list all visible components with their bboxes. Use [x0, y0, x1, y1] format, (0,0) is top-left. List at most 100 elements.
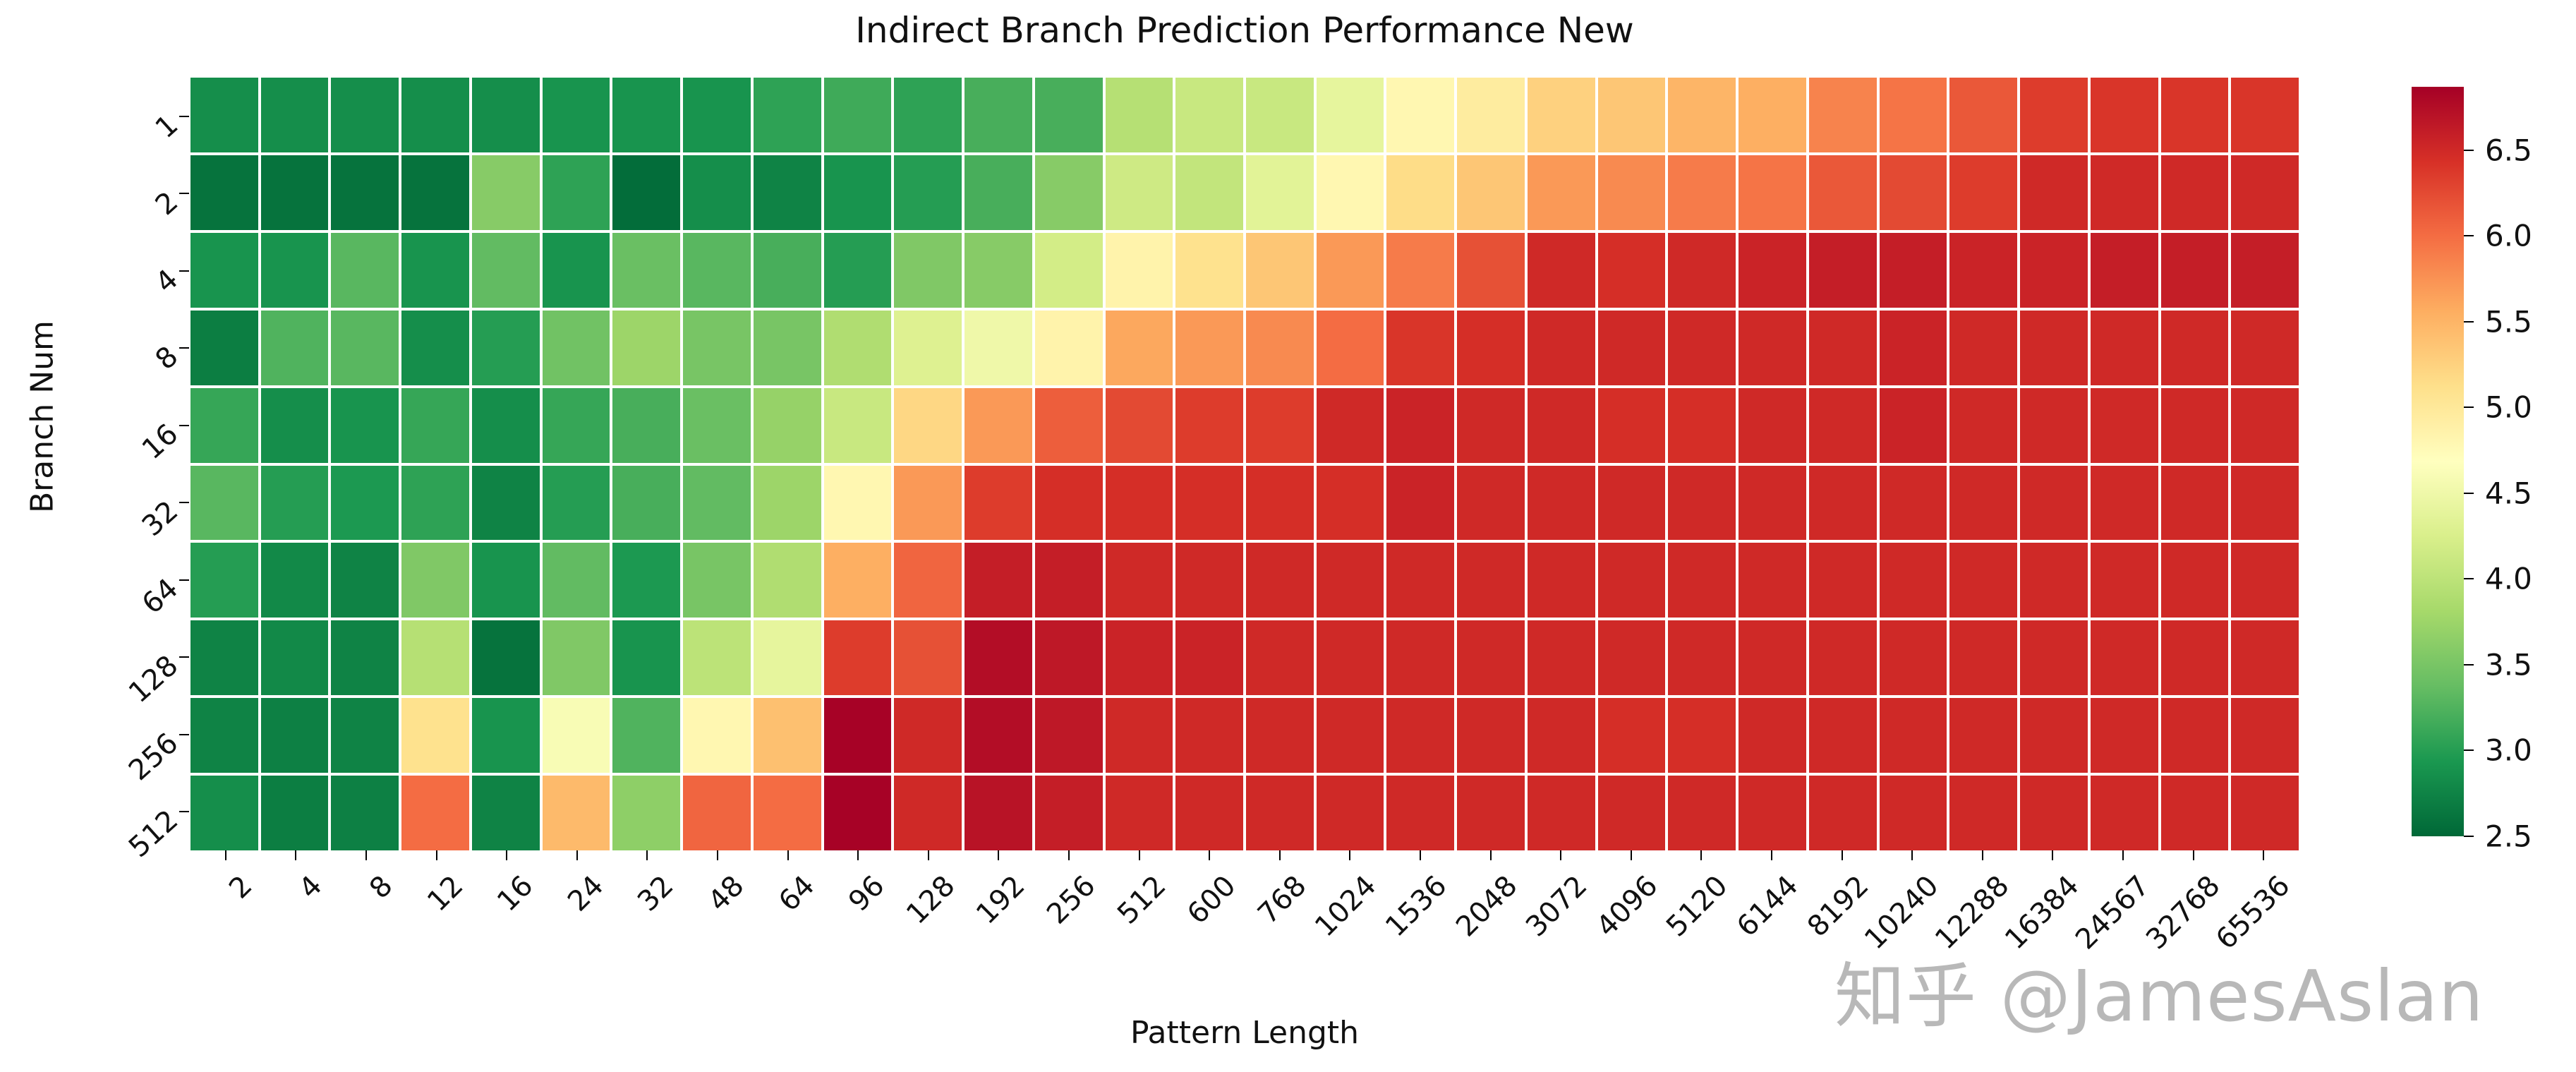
- heatmap-cell: [2090, 310, 2158, 385]
- heatmap-cell: [823, 310, 892, 385]
- colorbar-tick-label: 4.5: [2485, 476, 2532, 511]
- heatmap-cell: [1949, 78, 2018, 152]
- heatmap-cell: [1386, 698, 1455, 773]
- heatmap-cell: [894, 698, 962, 773]
- heatmap-cell: [2020, 465, 2088, 541]
- heatmap-cell: [612, 310, 681, 385]
- heatmap-cell: [1034, 310, 1103, 385]
- heatmap-cell: [753, 620, 821, 696]
- x-tick-mark: [1630, 850, 1632, 860]
- heatmap-cell: [1105, 78, 1173, 152]
- heatmap-cell: [753, 465, 821, 541]
- heatmap-cell: [2090, 232, 2158, 308]
- heatmap-cell: [2090, 776, 2158, 850]
- x-tick-label: 48: [702, 869, 751, 918]
- x-tick-mark: [2122, 850, 2124, 860]
- heatmap-cell: [1879, 232, 1947, 308]
- heatmap-cell: [683, 465, 751, 541]
- heatmap-cell: [1879, 78, 1947, 152]
- heatmap-cell: [1105, 232, 1173, 308]
- heatmap-cell: [1879, 465, 1947, 541]
- x-tick-mark: [998, 850, 1000, 860]
- heatmap-cell: [2020, 78, 2088, 152]
- heatmap-cell: [1316, 232, 1384, 308]
- y-tick-mark: [179, 811, 189, 813]
- x-tick-label: 5120: [1660, 869, 1734, 944]
- heatmap-cell: [542, 78, 610, 152]
- y-tick-label: 256: [122, 726, 185, 787]
- heatmap-cell: [894, 543, 962, 618]
- heatmap-cell: [2090, 155, 2158, 230]
- heatmap-cell: [1949, 387, 2018, 463]
- heatmap-cell: [1879, 543, 1947, 618]
- heatmap-cell: [965, 387, 1032, 463]
- heatmap-cell: [2160, 387, 2229, 463]
- heatmap-cell: [823, 387, 892, 463]
- colorbar-tick-mark: [2464, 663, 2474, 666]
- x-tick-mark: [1841, 850, 1843, 860]
- y-tick-label: 128: [122, 649, 185, 710]
- heatmap-cell: [191, 155, 258, 230]
- heatmap-cell: [1879, 387, 1947, 463]
- chart-title: Indirect Branch Prediction Performance N…: [855, 10, 1634, 51]
- heatmap-cell: [1597, 310, 1666, 385]
- heatmap-cell: [1949, 543, 2018, 618]
- heatmap-cell: [401, 310, 469, 385]
- y-tick-label: 512: [122, 804, 185, 865]
- heatmap-cell: [1034, 543, 1103, 618]
- heatmap-cell: [1457, 155, 1525, 230]
- colorbar-tick-mark: [2464, 149, 2474, 151]
- x-tick-mark: [1560, 850, 1562, 860]
- heatmap-cell: [1245, 387, 1314, 463]
- heatmap-cell: [1739, 310, 1806, 385]
- heatmap-cell: [2160, 232, 2229, 308]
- heatmap-cell: [1808, 78, 1877, 152]
- colorbar-tick-label: 5.5: [2485, 304, 2532, 339]
- heatmap-cell: [1527, 387, 1595, 463]
- heatmap-cell: [191, 776, 258, 850]
- heatmap-cell: [1949, 620, 2018, 696]
- heatmap-cell: [612, 698, 681, 773]
- x-tick-label: 12: [421, 869, 470, 918]
- heatmap-cell: [965, 78, 1032, 152]
- heatmap-cell: [612, 155, 681, 230]
- heatmap-cell: [823, 620, 892, 696]
- heatmap-cell: [1457, 78, 1525, 152]
- x-tick-label: 16: [491, 869, 540, 918]
- y-tick-mark: [179, 502, 189, 504]
- x-tick-mark: [1420, 850, 1421, 860]
- heatmap-cell: [1668, 543, 1736, 618]
- heatmap-cell: [1949, 310, 2018, 385]
- heatmap-cell: [331, 465, 399, 541]
- x-tick-mark: [1700, 850, 1703, 860]
- heatmap-cell: [1034, 620, 1103, 696]
- heatmap-cell: [2020, 620, 2088, 696]
- colorbar-tick-label: 4.0: [2485, 561, 2532, 596]
- heatmap-cell: [1949, 465, 2018, 541]
- heatmap-cell: [683, 232, 751, 308]
- x-tick-mark: [857, 850, 859, 860]
- heatmap-cell: [1668, 387, 1736, 463]
- heatmap-cell: [191, 232, 258, 308]
- x-tick-label: 4: [293, 869, 329, 905]
- colorbar-tick-mark: [2464, 320, 2474, 323]
- heatmap-cell: [1668, 155, 1736, 230]
- heatmap-cell: [1105, 155, 1173, 230]
- heatmap-cell: [1105, 620, 1173, 696]
- heatmap-cell: [965, 698, 1032, 773]
- heatmap-cell: [753, 310, 821, 385]
- heatmap-cell: [191, 387, 258, 463]
- heatmap-cell: [1668, 232, 1736, 308]
- heatmap-cell: [2020, 232, 2088, 308]
- heatmap-cell: [1175, 232, 1243, 308]
- heatmap-cell: [1316, 155, 1384, 230]
- heatmap-cell: [1457, 698, 1525, 773]
- heatmap-cell: [1668, 465, 1736, 541]
- heatmap-cell: [1668, 776, 1736, 850]
- heatmap-cell: [894, 232, 962, 308]
- heatmap-cell: [1105, 543, 1173, 618]
- heatmap-cell: [612, 776, 681, 850]
- heatmap-cell: [1457, 232, 1525, 308]
- heatmap-cell: [542, 310, 610, 385]
- heatmap-cell: [683, 776, 751, 850]
